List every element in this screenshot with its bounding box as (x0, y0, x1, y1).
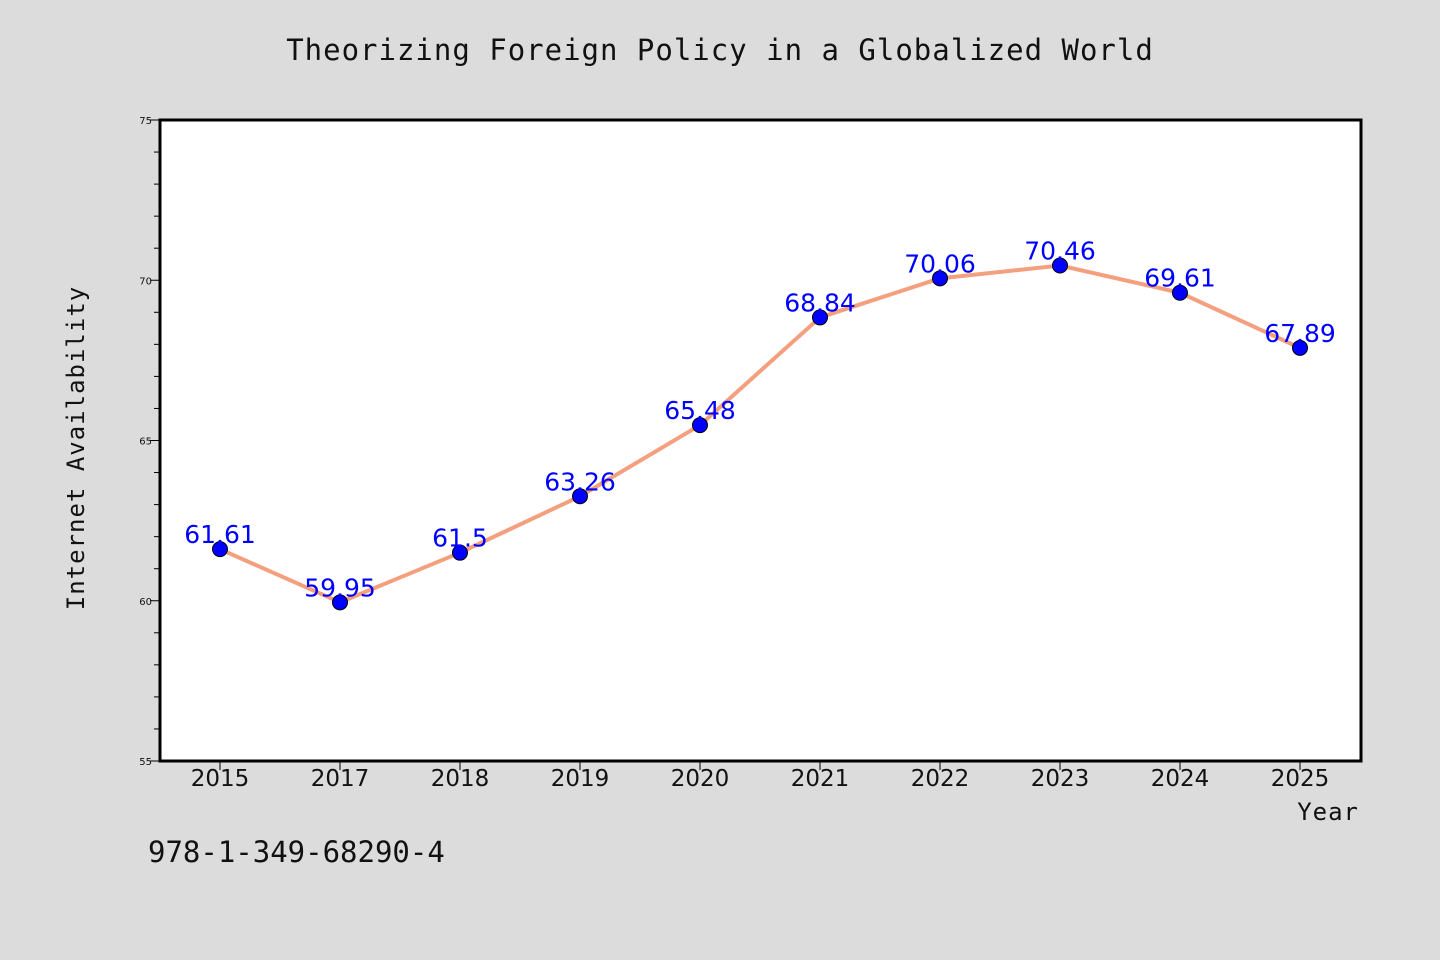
series-line (218, 263, 1302, 605)
chart-title: Theorizing Foreign Policy in a Globalize… (286, 33, 1154, 67)
y-axis-ticks: 55 60 65 70 75 (139, 116, 152, 768)
x-tick-label: 2017 (311, 766, 370, 792)
x-tick-label: 2020 (671, 766, 730, 792)
data-point (812, 309, 828, 326)
x-tick-label: 2021 (791, 766, 850, 792)
data-labels: 61.61 59.95 61.5 63.26 65.48 68.84 70.06 70.46 6… (184, 237, 1336, 603)
data-label: 65.48 (664, 396, 736, 425)
x-tick-label: 2025 (1271, 766, 1330, 792)
data-label: 59.95 (304, 573, 376, 602)
data-point (572, 488, 588, 505)
data-label: 69.61 (1144, 264, 1216, 293)
plot-area (158, 118, 1363, 763)
data-point (692, 417, 708, 434)
x-tick-label: 2024 (1151, 766, 1210, 792)
data-label: 61.61 (184, 520, 256, 549)
data-point (1172, 284, 1188, 301)
data-point (452, 544, 468, 561)
y-tick-label: 60 (139, 597, 152, 608)
data-point (212, 541, 228, 558)
x-axis-ticks: 2015 2017 2018 2019 2020 2021 2022 2023 2024 2025 (191, 761, 1330, 792)
x-tick-label: 2018 (431, 766, 490, 792)
data-label: 68.84 (784, 288, 856, 317)
isbn-text: 978-1-349-68290-4 (148, 835, 445, 869)
data-point (1052, 257, 1068, 274)
x-tick-label: 2015 (191, 766, 250, 792)
y-tick-label: 55 (139, 757, 152, 768)
x-tick-label: 2019 (551, 766, 610, 792)
x-tick-label: 2022 (911, 766, 970, 792)
y-axis-label: Internet Availability (62, 286, 90, 610)
data-label: 67.89 (1264, 319, 1336, 348)
data-points (212, 257, 1308, 611)
data-label: 70.06 (904, 249, 976, 278)
y-tick-label: 70 (139, 276, 152, 287)
data-point (1292, 339, 1308, 356)
y-tick-label: 65 (139, 437, 152, 448)
x-axis-label: Year (1297, 798, 1359, 826)
data-label: 63.26 (544, 467, 616, 496)
data-label: 70.46 (1024, 237, 1096, 266)
data-point (332, 594, 348, 611)
y-minor-ticks (150, 119, 160, 762)
data-label: 61.5 (432, 524, 488, 553)
y-tick-label: 75 (139, 116, 152, 127)
data-point (932, 270, 948, 287)
x-tick-label: 2023 (1031, 766, 1090, 792)
